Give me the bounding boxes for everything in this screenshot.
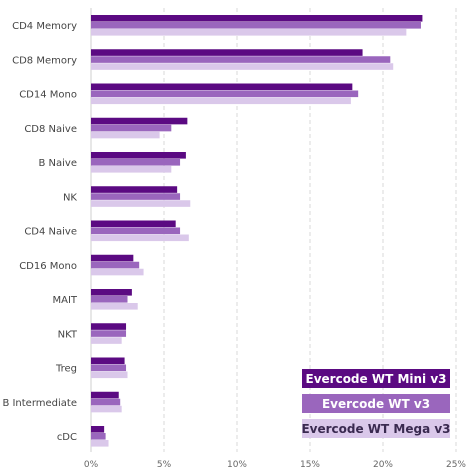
legend: Evercode WT Mini v3 Evercode WT v3 Evercod… xyxy=(301,369,451,438)
bar xyxy=(91,90,359,98)
legend-swatch xyxy=(302,419,450,438)
bar xyxy=(91,200,191,207)
bar xyxy=(91,56,391,63)
category-label: cDC xyxy=(57,432,77,443)
legend-label: Evercode WT Mega v3 xyxy=(301,422,450,436)
bar xyxy=(91,337,122,344)
bar xyxy=(91,405,122,413)
legend-label: Evercode WT Mini v3 xyxy=(306,372,447,386)
category-label: CD8 Naive xyxy=(24,124,77,135)
category-label: B Naive xyxy=(39,158,78,169)
bar xyxy=(91,159,181,166)
category-label: Treg xyxy=(55,364,77,375)
bar xyxy=(91,227,181,235)
bar xyxy=(91,22,421,29)
bar xyxy=(91,220,176,228)
bar xyxy=(91,371,128,379)
bar xyxy=(91,234,189,242)
bar xyxy=(91,268,144,276)
bar xyxy=(91,166,172,173)
bar xyxy=(91,440,109,447)
category-label: CD14 Mono xyxy=(19,90,77,101)
bar xyxy=(91,364,127,372)
category-label: CD16 Mono xyxy=(19,261,77,272)
bar xyxy=(91,303,138,310)
bar xyxy=(91,391,119,399)
bar xyxy=(91,254,134,262)
x-tick-label: 15% xyxy=(300,460,320,470)
category-label: CD8 Memory xyxy=(12,55,77,66)
bar xyxy=(91,289,132,296)
bar xyxy=(91,83,353,91)
bar xyxy=(91,193,181,200)
category-label: MAIT xyxy=(52,295,77,306)
category-label: CD4 Memory xyxy=(12,21,77,32)
bar xyxy=(91,261,140,269)
bar xyxy=(91,49,363,56)
bar xyxy=(91,323,127,330)
bar xyxy=(91,357,125,365)
bar xyxy=(91,330,127,337)
bar xyxy=(91,124,172,132)
x-tick-label: 5% xyxy=(157,460,172,470)
bar xyxy=(91,97,351,105)
category-label: NK xyxy=(63,192,77,203)
bars xyxy=(91,15,423,447)
bar xyxy=(91,433,106,440)
legend-swatch xyxy=(302,394,450,413)
x-tick-labels: 0% 5% 10% 15% 20% 25% xyxy=(84,460,467,470)
bar xyxy=(91,131,160,139)
bar xyxy=(91,186,178,193)
bar xyxy=(91,29,407,36)
x-tick-label: 0% xyxy=(84,460,99,470)
bar xyxy=(91,426,105,433)
bar xyxy=(91,117,188,125)
category-labels: CD4 Memory CD8 Memory CD14 Mono CD8 Naive B … xyxy=(2,21,77,443)
bar xyxy=(91,398,121,406)
category-label: NKT xyxy=(58,329,78,340)
x-tick-label: 10% xyxy=(227,460,247,470)
bar xyxy=(91,152,186,159)
x-tick-label: 20% xyxy=(373,460,393,470)
legend-label: Evercode WT v3 xyxy=(322,397,430,411)
x-tick-label: 25% xyxy=(446,460,466,470)
bar xyxy=(91,15,423,22)
bar xyxy=(91,296,128,303)
legend-swatch xyxy=(302,369,450,388)
bar xyxy=(91,63,394,70)
category-label: B Intermediate xyxy=(2,398,77,409)
category-label: CD4 Naive xyxy=(24,227,77,238)
